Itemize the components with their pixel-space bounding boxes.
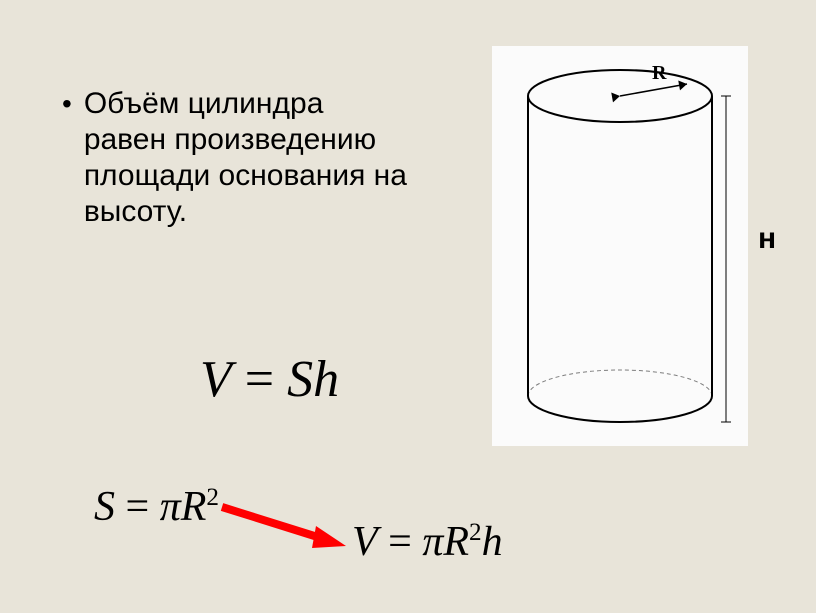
var-h: h <box>482 519 503 565</box>
var-V: V <box>200 351 232 408</box>
formula-volume-sh: V = Sh <box>200 350 339 409</box>
var-S: S <box>287 351 313 408</box>
var-h: h <box>313 351 339 408</box>
radius-label: R <box>652 62 667 84</box>
cylinder-diagram-box: R <box>492 46 748 446</box>
body-text: Объём цилиндра равен произведению площад… <box>84 86 412 230</box>
formula-volume-full: V = πR2h <box>352 518 503 566</box>
formula-area: S = πR2 <box>94 483 219 531</box>
pi: π <box>422 519 443 565</box>
height-label: н <box>758 222 776 256</box>
arrow-shaft <box>222 507 324 539</box>
arrow-head <box>312 526 346 548</box>
var-R: R <box>443 519 469 565</box>
cylinder-bottom-back <box>528 370 712 396</box>
var-R: R <box>181 484 207 530</box>
eq-sign: = <box>232 351 287 408</box>
implication-arrow <box>208 492 358 552</box>
bullet-marker: • <box>62 86 72 122</box>
cylinder-svg: R <box>492 46 748 446</box>
var-S: S <box>94 484 115 530</box>
exponent: 2 <box>469 519 482 546</box>
eq-sign: = <box>378 519 423 565</box>
pi: π <box>160 484 181 530</box>
cylinder-bottom-front <box>528 396 712 422</box>
eq-sign: = <box>115 484 160 530</box>
bullet-item: • Объём цилиндра равен произведению площ… <box>62 86 412 230</box>
